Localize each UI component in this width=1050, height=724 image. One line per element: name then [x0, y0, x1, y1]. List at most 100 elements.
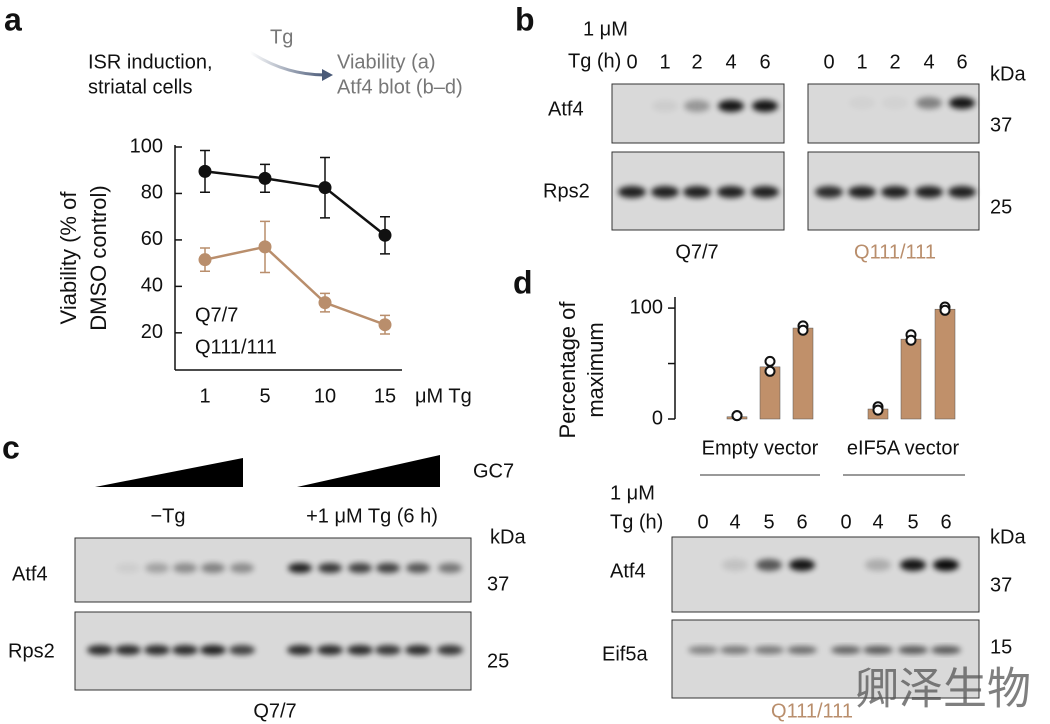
blot-band [618, 186, 646, 198]
lane-label: 0 [697, 511, 708, 533]
schematic-output: Viability (a) [337, 51, 436, 73]
kda-value: 25 [487, 650, 509, 672]
concentration: 1 μM [583, 18, 628, 40]
concentration: 1 μM [610, 482, 655, 504]
blot-band [881, 186, 909, 198]
blot-band [651, 186, 679, 198]
panel-letter: c [2, 429, 20, 465]
y-tick-label: 20 [141, 321, 163, 343]
bar [792, 327, 814, 420]
kda-label: kDa [990, 63, 1026, 85]
blot-band [751, 186, 779, 198]
blot-band [347, 645, 373, 655]
blot-band [318, 563, 342, 573]
kda-value: 25 [990, 196, 1012, 218]
arrow [249, 50, 326, 77]
gc7-wedge [297, 455, 440, 487]
lane-label: 2 [691, 51, 702, 73]
genotype-label: Q111/111 [771, 700, 853, 722]
blot-band [375, 645, 401, 655]
kda-value: 37 [487, 573, 509, 595]
y-axis-label-line: Viability (% of [56, 191, 81, 325]
blot-band [437, 645, 463, 655]
blot-band [172, 645, 198, 655]
blot-band [722, 559, 748, 571]
blot-band [931, 646, 961, 654]
blot-band [376, 563, 400, 573]
x-axis-label: μM Tg [415, 385, 472, 407]
row-label: Atf4 [12, 563, 48, 585]
watermark: 卿泽生物 [855, 665, 1031, 714]
replicate-dot [764, 365, 776, 377]
blot-band [789, 559, 815, 571]
arrow-head [322, 69, 333, 81]
lane-label: 1 [659, 51, 670, 73]
blot-band [849, 97, 875, 109]
kda-value: 15 [990, 636, 1012, 658]
treatment-label: GC7 [473, 460, 514, 482]
blot-band [787, 646, 817, 654]
row-label: Atf4 [548, 98, 584, 120]
group-label: Empty vector [702, 437, 819, 459]
blot-band [683, 186, 711, 198]
blot-band [752, 100, 778, 112]
data-point [378, 228, 392, 242]
blot-band [688, 646, 718, 654]
lane-label: 5 [763, 511, 774, 533]
y-axis-label: Percentage of maximum [555, 301, 608, 439]
x-tick-label: 15 [374, 385, 396, 407]
blot [74, 537, 472, 603]
lane-label: 2 [889, 51, 900, 73]
data-point [318, 181, 332, 195]
lane-label: 4 [872, 511, 883, 533]
kda-label: kDa [990, 526, 1026, 548]
blot-band [948, 186, 976, 198]
panel-letter: d [513, 264, 533, 300]
kda-value: 37 [990, 114, 1012, 136]
lane-label: 4 [923, 51, 934, 73]
lane-label: 0 [840, 511, 851, 533]
condition-label: −Tg [150, 505, 185, 527]
y-axis-label-line: DMSO control) [86, 185, 111, 330]
row-label: Eif5a [602, 643, 648, 665]
time-label: Tg (h) [610, 511, 663, 533]
row-label: Atf4 [610, 560, 646, 582]
y-axis-label-line: maximum [583, 322, 608, 417]
blot-band [754, 646, 784, 654]
blot [611, 83, 785, 144]
blot-band [116, 563, 140, 573]
schematic-output: Atf4 blot (b–d) [337, 76, 463, 98]
blot-band [173, 563, 197, 573]
data-point [198, 253, 212, 267]
lane-label: 4 [725, 51, 736, 73]
y-axis-label-line: Percentage of [555, 301, 580, 439]
blot-band [717, 186, 745, 198]
series-line [204, 170, 386, 237]
replicate-dot [872, 404, 884, 416]
y-tick-label: 40 [141, 275, 163, 297]
replicate-dot [905, 334, 917, 346]
lane-label: 6 [796, 511, 807, 533]
blot-band [898, 646, 928, 654]
x-tick-label: 5 [259, 385, 270, 407]
replicate-dot [764, 355, 776, 367]
bar [934, 308, 956, 420]
blot-band [933, 559, 959, 571]
y-tick-label: 60 [141, 228, 163, 250]
lane-label: 1 [856, 51, 867, 73]
blot [671, 619, 980, 699]
data-point [378, 318, 392, 332]
blot-band [145, 563, 169, 573]
blot [671, 536, 980, 613]
blot-band [201, 563, 225, 573]
kda-value: 37 [990, 574, 1012, 596]
schematic-drug: Tg [270, 26, 293, 48]
blot-band [230, 563, 254, 573]
blot-band [848, 186, 876, 198]
data-point [258, 171, 272, 185]
blot-band [720, 646, 750, 654]
lane-label: 0 [626, 51, 637, 73]
blot-band [863, 646, 893, 654]
blot-band [438, 563, 462, 573]
blot-band [915, 186, 943, 198]
